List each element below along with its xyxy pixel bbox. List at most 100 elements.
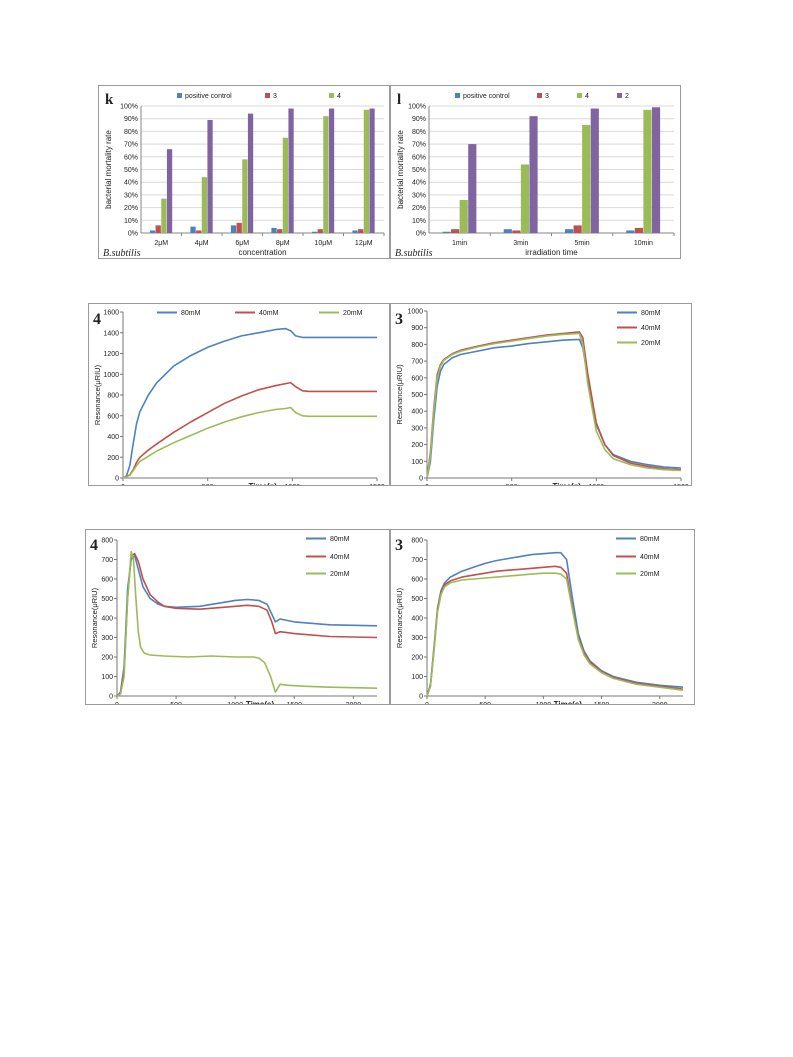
bar-2 [166, 149, 173, 233]
legend-label: 40mM [640, 554, 660, 561]
legend-label: 2 [625, 93, 629, 100]
y-tick-label: 600 [101, 577, 113, 584]
y-tick-label: 600 [411, 577, 423, 584]
y-axis-label: Resonance(μRIU) [395, 587, 404, 648]
y-tick-label: 300 [411, 425, 423, 432]
x-tick-label: 1000 [227, 702, 243, 704]
y-tick-label: 300 [411, 635, 423, 642]
bar-3 [573, 225, 582, 233]
legend-label: 3 [273, 93, 277, 100]
y-tick-label: 40% [124, 180, 138, 187]
x-tick-label: 2000 [652, 702, 668, 704]
x-tick-label: 8μM [276, 240, 290, 247]
y-axis-label: Resonance(μRIU) [395, 364, 404, 425]
x-tick-label: 500 [202, 484, 214, 485]
panel-s1: 0 200 400 600 800 1000 1200 1400 1600 0 500 1000 150… [88, 303, 390, 486]
bar-3 [277, 229, 283, 233]
bar-2 [288, 108, 294, 233]
y-tick-label: 400 [101, 616, 113, 623]
x-axis-label: Time(s) [553, 482, 582, 485]
y-tick-label: 100 [411, 459, 423, 466]
y-tick-label: 400 [107, 434, 119, 441]
bar-4 [582, 125, 591, 233]
x-tick-label: 10min [634, 240, 653, 247]
y-tick-label: 60% [124, 154, 138, 161]
y-tick-label: 80% [412, 129, 426, 136]
x-axis-label: irradiation time [525, 248, 578, 257]
y-tick-label: 1000 [103, 372, 119, 379]
bar-3 [358, 229, 364, 233]
bar-4 [161, 198, 167, 233]
panel-l: 0% 10% 20% 30% 40% 50% 60% 70% 80% 90% 100% 1min 3mi… [390, 85, 681, 259]
panel-s2: 0 100 200 300 400 500 600 700 800 900 1000 0 500 1000… [390, 303, 692, 486]
y-tick-label: 10% [124, 218, 138, 225]
x-axis-label: Time(s) [246, 700, 275, 704]
x-tick-label: 1500 [673, 484, 689, 485]
x-tick-label: 500 [506, 484, 518, 485]
x-tick-label: 3min [513, 240, 528, 247]
y-tick-label: 300 [101, 635, 113, 642]
y-tick-label: 700 [411, 359, 423, 366]
legend-label: 80mM [640, 536, 660, 543]
series-line-40mM [426, 565, 684, 697]
y-tick-label: 200 [411, 442, 423, 449]
legend-swatch [577, 93, 582, 98]
organism-note: B.subtilis [103, 248, 141, 258]
bar-2 [207, 119, 213, 233]
y-tick-label: 200 [411, 655, 423, 662]
x-tick-label: 4μM [195, 240, 209, 247]
legend-label: positive control [463, 93, 510, 100]
y-tick-label: 50% [412, 167, 426, 174]
y-tick-label: 50% [124, 167, 138, 174]
series-line-80mM [426, 338, 682, 479]
bar-positive-control [271, 227, 277, 233]
y-tick-label: 60% [412, 154, 426, 161]
x-axis-label: concentration [238, 248, 286, 257]
panel-label: 3 [395, 311, 403, 328]
series-line-20mM [426, 332, 682, 479]
y-tick-label: 200 [107, 455, 119, 462]
y-tick-label: 30% [124, 192, 138, 199]
legend-label: 80mM [641, 310, 661, 317]
y-tick-label: 0 [109, 694, 113, 701]
bar-2 [468, 144, 477, 233]
x-tick-label: 1min [452, 240, 467, 247]
bar-positive-control [149, 230, 156, 233]
x-axis-label: Time(s) [554, 700, 583, 704]
y-tick-label: 0 [419, 694, 423, 701]
series-line-80mM [122, 327, 377, 479]
bar-positive-control [503, 229, 512, 233]
x-tick-label: 1000 [285, 484, 301, 485]
y-tick-label: 0% [416, 231, 426, 238]
x-tick-label: 1500 [594, 702, 610, 704]
bar-2 [328, 108, 335, 233]
series-line-20mM [426, 572, 684, 697]
bar-4 [242, 159, 248, 233]
x-tick-label: 500 [170, 702, 182, 704]
y-tick-label: 800 [101, 538, 113, 545]
legend-label: 20mM [640, 571, 660, 578]
bar-4 [520, 164, 530, 233]
x-axis-label: Time(s) [249, 482, 278, 485]
y-tick-label: 100% [120, 104, 138, 111]
y-tick-label: 600 [411, 375, 423, 382]
y-axis-label: bacterial mortality rate [396, 130, 405, 209]
x-tick-label: 1000 [589, 484, 605, 485]
bar-4 [323, 116, 329, 233]
legend-label: 20mM [343, 310, 363, 317]
x-tick-label: 1000 [536, 702, 552, 704]
y-tick-label: 700 [411, 557, 423, 564]
y-tick-label: 90% [124, 116, 138, 123]
legend-label: positive control [185, 93, 232, 100]
bar-3 [155, 225, 161, 233]
panel-label: 4 [93, 311, 101, 328]
y-tick-label: 200 [101, 655, 113, 662]
y-tick-label: 800 [411, 342, 423, 349]
y-tick-label: 1200 [103, 351, 119, 358]
y-tick-label: 1600 [103, 310, 119, 317]
x-tick-label: 0 [425, 484, 429, 485]
bar-2 [529, 116, 538, 233]
bar-4 [459, 199, 468, 233]
legend-label: 3 [545, 93, 549, 100]
y-tick-label: 400 [411, 616, 423, 623]
